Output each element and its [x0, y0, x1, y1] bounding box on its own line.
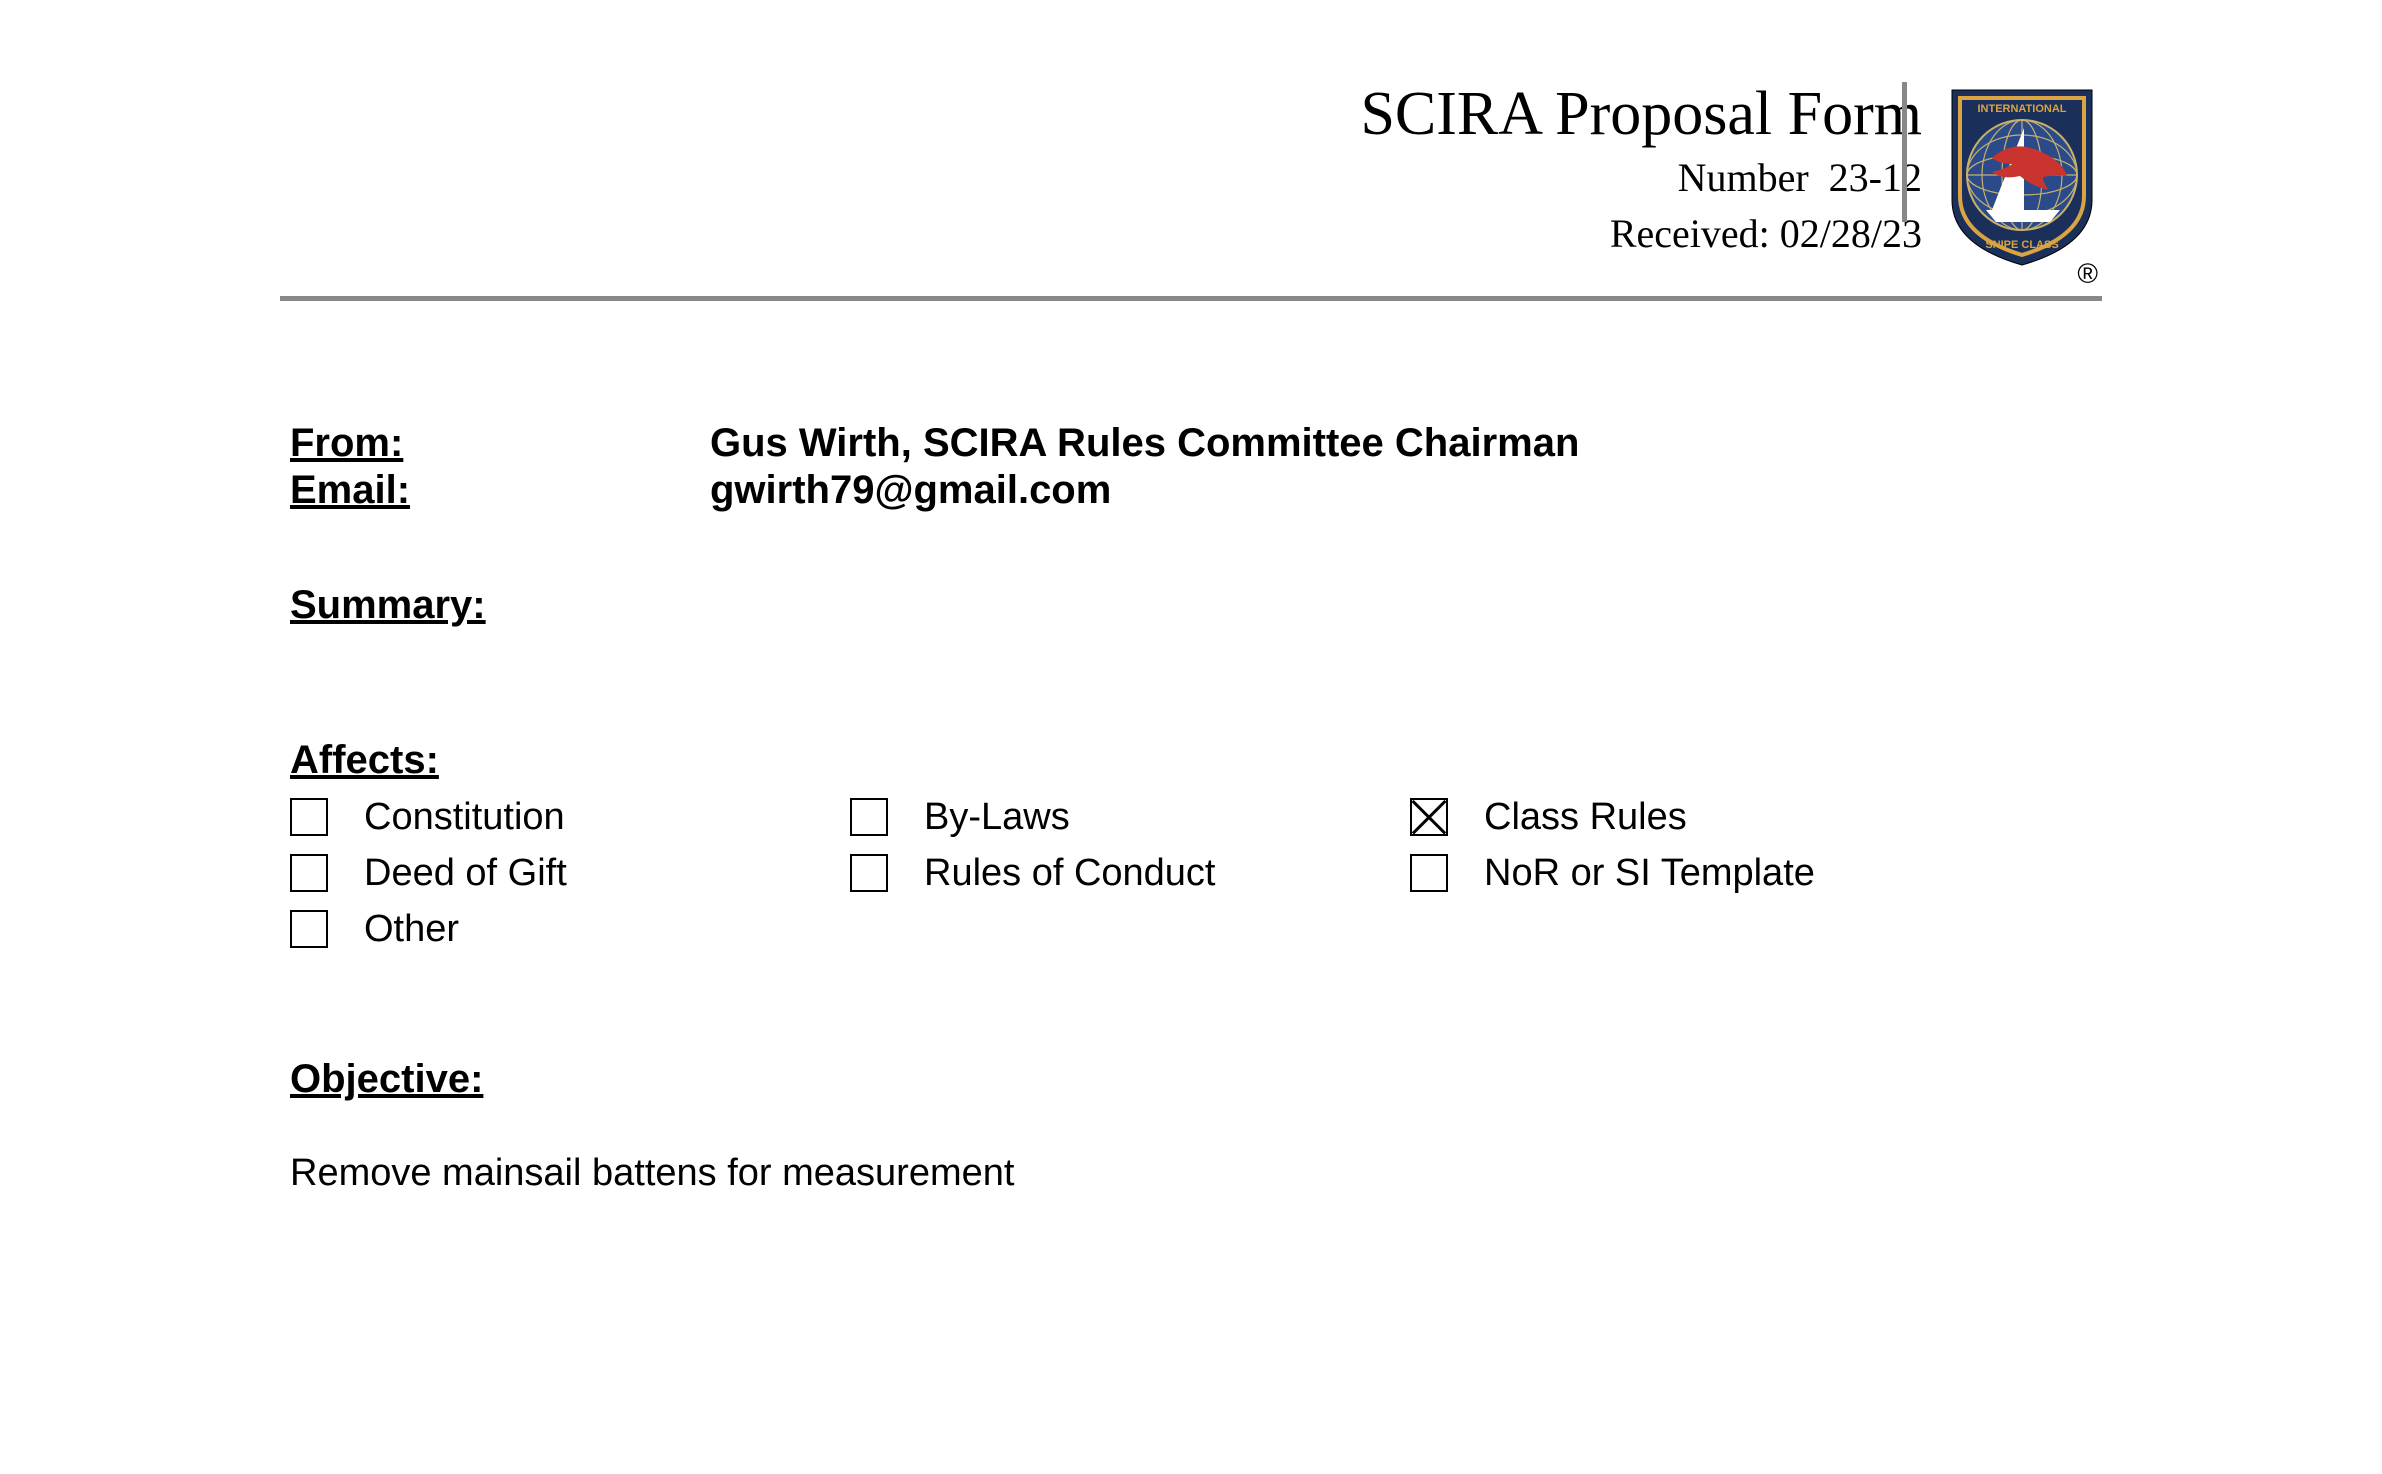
checkbox-label: Constitution — [364, 796, 565, 839]
objective-heading: Objective: — [290, 1057, 2102, 1102]
number-label: Number — [1678, 155, 1809, 200]
checkbox-label: Rules of Conduct — [924, 852, 1216, 895]
registered-mark: ® — [1942, 258, 2102, 290]
objective-text: Remove mainsail battens for measurement — [290, 1152, 2102, 1195]
checkbox-label: NoR or SI Template — [1484, 852, 1815, 895]
checkbox-cell: By-Laws — [850, 796, 1410, 839]
checkbox-nor-si-template[interactable] — [1410, 854, 1448, 892]
received-label: Received: — [1610, 211, 1770, 256]
checkbox-cell: NoR or SI Template — [1410, 852, 1815, 895]
email-label: Email: — [290, 468, 710, 513]
header-text: SCIRA Proposal Form Number 23-12 Receive… — [1360, 80, 1922, 260]
organization-logo: INTERNATIONAL SNIPE CLASS ® — [1942, 80, 2102, 290]
from-value: Gus Wirth, SCIRA Rules Committee Chairma… — [710, 421, 1579, 466]
checkbox-bylaws[interactable] — [850, 798, 888, 836]
affects-checkbox-grid: Constitution By-Laws Class Rules Deed of… — [290, 789, 2102, 957]
email-row: Email: gwirth79@gmail.com — [290, 468, 2102, 513]
number-value: 23-12 — [1829, 155, 1922, 200]
from-label: From: — [290, 421, 710, 466]
proposal-form-page: SCIRA Proposal Form Number 23-12 Receive… — [0, 0, 2382, 1474]
checkbox-rules-of-conduct[interactable] — [850, 854, 888, 892]
checkbox-label: By-Laws — [924, 796, 1070, 839]
form-received-line: Received: 02/28/23 — [1360, 208, 1922, 260]
logo-top-text: INTERNATIONAL — [1977, 103, 2066, 115]
logo-bottom-text: SNIPE CLASS — [1985, 239, 2058, 251]
summary-heading: Summary: — [290, 583, 2102, 628]
header-block: SCIRA Proposal Form Number 23-12 Receive… — [0, 80, 2382, 290]
checkbox-label: Other — [364, 908, 459, 951]
checkbox-cell: Rules of Conduct — [850, 852, 1410, 895]
form-title: SCIRA Proposal Form — [1360, 80, 1922, 148]
from-row: From: Gus Wirth, SCIRA Rules Committee C… — [290, 421, 2102, 466]
checkbox-cell: Constitution — [290, 796, 850, 839]
form-number-line: Number 23-12 — [1360, 152, 1922, 204]
checkbox-constitution[interactable] — [290, 798, 328, 836]
email-value: gwirth79@gmail.com — [710, 468, 1111, 513]
checkbox-deed-of-gift[interactable] — [290, 854, 328, 892]
checkbox-class-rules[interactable] — [1410, 798, 1448, 836]
checkbox-other[interactable] — [290, 910, 328, 948]
affects-heading: Affects: — [290, 738, 2102, 783]
checkbox-cell: Deed of Gift — [290, 852, 850, 895]
received-value: 02/28/23 — [1780, 211, 1922, 256]
checkbox-cell: Other — [290, 908, 850, 951]
checkbox-row: Deed of Gift Rules of Conduct NoR or SI … — [290, 845, 2102, 901]
form-body: From: Gus Wirth, SCIRA Rules Committee C… — [0, 301, 2382, 1195]
header-vertical-divider — [1902, 82, 1907, 222]
checkbox-cell: Class Rules — [1410, 796, 1687, 839]
checkbox-row: Constitution By-Laws Class Rules — [290, 789, 2102, 845]
checkbox-label: Deed of Gift — [364, 852, 567, 895]
shield-logo-icon: INTERNATIONAL SNIPE CLASS — [1942, 80, 2102, 270]
checkbox-row: Other — [290, 901, 2102, 957]
checkbox-label: Class Rules — [1484, 796, 1687, 839]
